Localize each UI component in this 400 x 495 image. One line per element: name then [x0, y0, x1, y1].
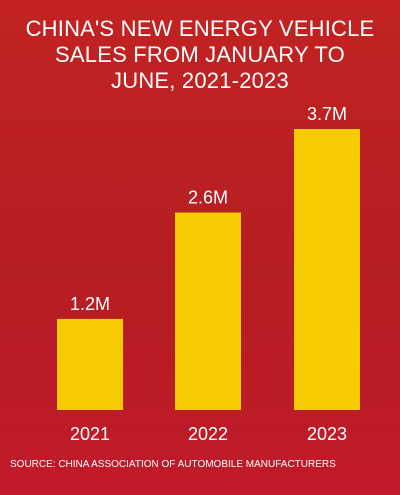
data-label-2023: 3.7M [307, 104, 347, 124]
x-tick-label-2023: 2023 [307, 424, 347, 444]
data-label-2021: 1.2M [70, 294, 110, 314]
bar-2021 [57, 318, 123, 410]
x-tick-label-2022: 2022 [188, 424, 228, 444]
x-tick-label-2021: 2021 [70, 424, 110, 444]
bar-2022 [175, 212, 241, 410]
chart-title-line-2: SALES FROM JANUARY TO [55, 42, 345, 67]
chart-title: CHINA'S NEW ENERGY VEHICLE SALES FROM JA… [0, 16, 400, 94]
bar-2023 [294, 129, 360, 410]
source-note: SOURCE: CHINA ASSOCIATION OF AUTOMOBILE … [10, 459, 336, 470]
chart-title-line-1: CHINA'S NEW ENERGY VEHICLE [25, 16, 375, 41]
chart-title-line-3: JUNE, 2021-2023 [111, 68, 289, 93]
data-label-2022: 2.6M [188, 188, 228, 208]
